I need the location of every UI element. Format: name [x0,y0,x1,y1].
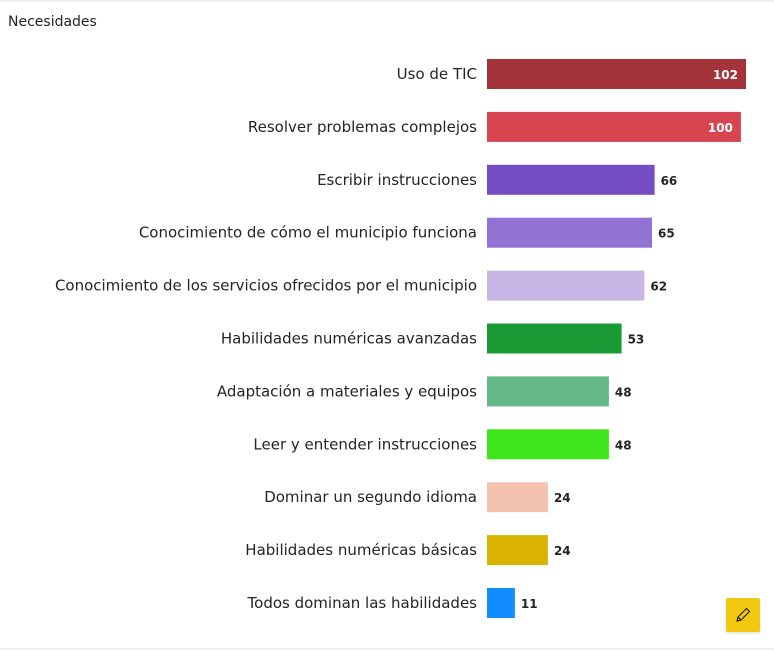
category-label: Habilidades numéricas avanzadas [221,330,477,348]
bar[interactable] [487,323,622,354]
data-label: 48 [615,385,632,399]
data-label: 102 [713,68,738,82]
category-label: Conocimiento de cómo el municipio funcio… [139,224,477,242]
bar[interactable] [487,270,645,301]
category-label: Todos dominan las habilidades [247,594,478,612]
bottom-divider [0,648,774,650]
pencil-icon [736,607,751,622]
category-label: Escribir instrucciones [317,171,477,189]
edit-button[interactable] [726,598,760,632]
bar[interactable] [487,217,652,248]
data-label: 100 [708,121,733,135]
bar[interactable] [487,429,609,460]
data-label: 66 [661,174,678,188]
bar[interactable] [487,164,655,195]
bar[interactable] [487,535,548,566]
bar[interactable] [487,588,515,618]
data-label: 48 [615,438,632,452]
bar[interactable] [487,59,746,89]
category-label: Resolver problemas complejos [248,118,477,136]
chart-title: Necesidades [8,14,97,30]
bar[interactable] [487,376,609,407]
data-label: 53 [628,333,645,347]
category-label: Leer y entender instrucciones [253,435,477,453]
category-label: Habilidades numéricas básicas [245,541,477,559]
category-label: Adaptación a materiales y equipos [217,382,477,400]
category-label: Dominar un segundo idioma [264,488,477,506]
data-label: 62 [650,280,667,294]
top-divider [0,0,774,2]
bar[interactable] [487,111,741,142]
data-label: 11 [521,597,538,611]
data-label: 65 [658,227,675,241]
bar[interactable] [487,482,548,513]
category-label: Conocimiento de los servicios ofrecidos … [55,277,477,295]
category-label: Uso de TIC [397,65,477,83]
data-label: 24 [554,491,571,505]
data-label: 24 [554,544,571,558]
